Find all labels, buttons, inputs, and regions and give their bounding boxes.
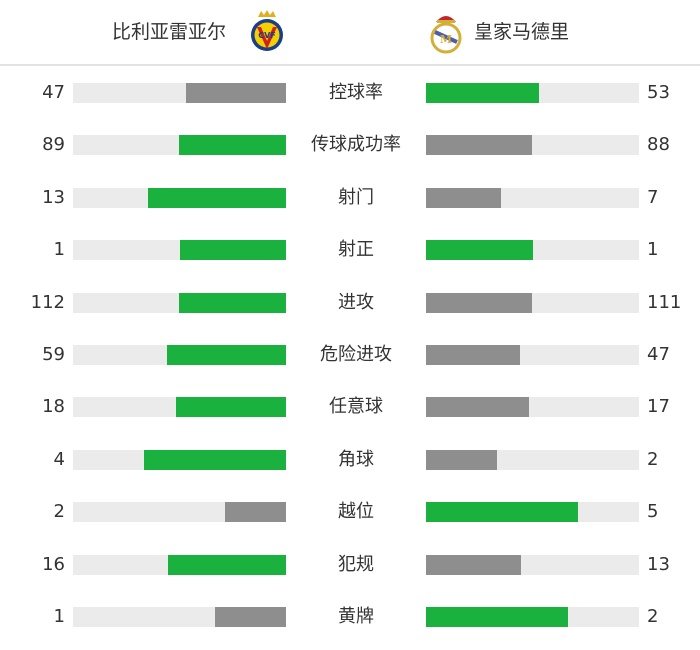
home-bar-fill [176, 397, 286, 418]
stat-row: 1 黄牌 2 [0, 605, 700, 629]
home-value: 2 [53, 501, 65, 523]
stat-row: 16 犯规 13 [0, 553, 700, 577]
away-bar-track [426, 449, 639, 470]
stat-label: 任意球 [329, 396, 383, 418]
stat-row: 13 射门 7 [0, 186, 700, 210]
away-bar-track [426, 292, 639, 313]
away-value: 1 [647, 239, 659, 261]
stat-label: 黄牌 [338, 606, 374, 627]
home-bar-fill [178, 135, 286, 156]
home-bar-track [73, 187, 286, 208]
home-value: 112 [30, 291, 65, 313]
home-bar-track [73, 502, 286, 523]
stat-row: 89 传球成功率 88 [0, 133, 700, 157]
stat-label: 控球率 [329, 82, 383, 103]
away-bar-fill [426, 607, 568, 627]
away-team-name: 皇家马德里 [474, 21, 570, 43]
away-bar-track [426, 187, 639, 208]
away-bar-track [426, 607, 639, 627]
away-bar-track [426, 397, 639, 418]
home-bar-fill [179, 240, 286, 261]
away-value: 53 [647, 82, 670, 103]
stat-label: 危险进攻 [320, 344, 392, 365]
stat-row: 2 越位 5 [0, 500, 700, 524]
stat-label: 越位 [338, 501, 374, 523]
stat-label: 进攻 [338, 291, 374, 313]
home-bar-track [73, 345, 286, 365]
home-bar-fill [185, 83, 286, 103]
home-value: 1 [53, 239, 65, 261]
match-header: 比利亚雷亚尔 CVF M 皇家马德里 [0, 0, 700, 66]
away-value: 111 [647, 291, 682, 313]
away-bar-fill [426, 187, 501, 208]
stat-label: 射门 [338, 186, 374, 208]
stat-row: 47 控球率 53 [0, 81, 700, 105]
home-value: 18 [42, 396, 65, 418]
away-bar-fill [426, 135, 532, 156]
home-bar-fill [144, 449, 286, 470]
away-bar-fill [426, 345, 521, 365]
home-value: 1 [53, 606, 65, 627]
stat-label: 犯规 [338, 553, 374, 575]
away-bar-track [426, 345, 639, 365]
away-value: 47 [647, 344, 670, 365]
away-bar-track [426, 554, 639, 575]
home-bar-fill [215, 607, 286, 627]
away-bar-fill [426, 554, 522, 575]
away-bar-fill [426, 502, 579, 523]
villarreal-crest-icon: CVF [251, 10, 283, 51]
away-bar-fill [426, 83, 539, 103]
away-bar-fill [426, 397, 530, 418]
home-bar-track [73, 397, 286, 418]
home-bar-track [73, 83, 286, 103]
home-bar-track [73, 449, 286, 470]
stat-label: 角球 [338, 448, 374, 470]
home-bar-fill [147, 187, 286, 208]
away-value: 2 [647, 606, 659, 627]
stat-label: 射正 [338, 239, 374, 261]
away-value: 2 [647, 448, 659, 470]
home-team-name: 比利亚雷亚尔 [112, 21, 227, 43]
away-bar-fill [426, 449, 497, 470]
away-value: 13 [647, 553, 670, 575]
home-value: 16 [42, 553, 65, 575]
home-bar-fill [225, 502, 286, 523]
away-value: 7 [647, 186, 659, 208]
home-bar-track [73, 607, 286, 627]
stat-row: 59 危险进攻 47 [0, 343, 700, 367]
stat-row: 4 角球 2 [0, 448, 700, 472]
stat-label: 传球成功率 [311, 134, 401, 156]
home-bar-fill [167, 345, 286, 365]
home-bar-fill [179, 292, 286, 313]
real-madrid-crest-icon: M [430, 16, 462, 54]
home-value: 4 [53, 448, 65, 470]
stat-row: 18 任意球 17 [0, 395, 700, 419]
svg-text:CVF: CVF [258, 31, 276, 40]
away-bar-fill [426, 240, 533, 261]
home-bar-track [73, 240, 286, 261]
home-bar-track [73, 292, 286, 313]
home-bar-track [73, 554, 286, 575]
svg-text:M: M [440, 33, 452, 46]
away-bar-track [426, 83, 639, 103]
away-bar-track [426, 240, 639, 261]
away-value: 88 [647, 134, 670, 156]
home-bar-fill [168, 554, 286, 575]
away-bar-track [426, 502, 639, 523]
away-bar-track [426, 135, 639, 156]
away-value: 5 [647, 501, 659, 523]
away-bar-fill [426, 292, 533, 313]
stat-row: 112 进攻 111 [0, 291, 700, 315]
home-value: 47 [42, 82, 65, 103]
home-value: 13 [42, 186, 65, 208]
away-value: 17 [647, 396, 670, 418]
stat-row: 1 射正 1 [0, 238, 700, 262]
home-bar-track [73, 135, 286, 156]
home-value: 59 [42, 344, 65, 365]
home-value: 89 [42, 134, 65, 156]
